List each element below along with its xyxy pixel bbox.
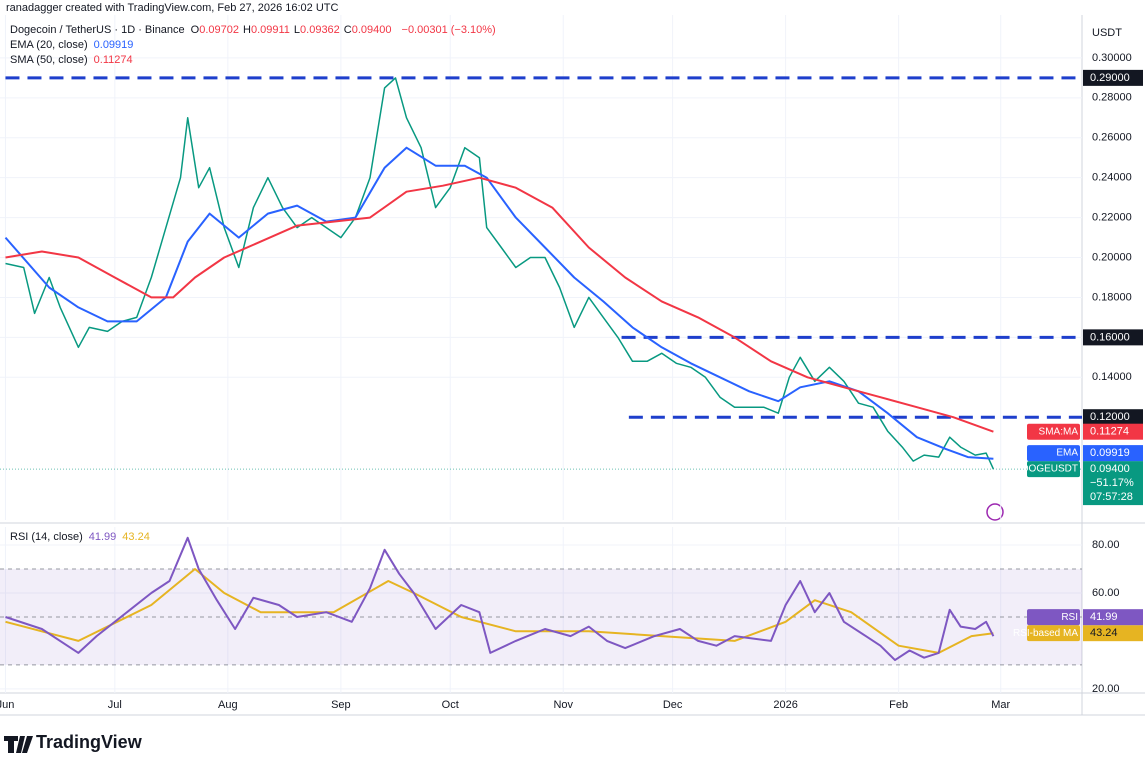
last-value-label: 0.09919 — [1090, 447, 1130, 459]
x-tick-label: Dec — [663, 699, 683, 711]
y-tick-label: 0.22000 — [1092, 212, 1132, 224]
x-tick-label: Sep — [331, 699, 351, 711]
brand-logo — [4, 736, 33, 753]
series-name: SMA:MA — [1039, 426, 1079, 437]
series-line — [5, 568, 994, 654]
level-label: 0.12000 — [1090, 411, 1130, 423]
series-name-box — [1027, 423, 1080, 440]
rsi-band — [0, 568, 1082, 665]
indicator-legend: EMA (20, close) 0.09919 SMA (50, close) 0.1… — [10, 39, 139, 69]
indicator-label: EMA (20, close) — [10, 39, 88, 51]
series-name: DOGEUSDT — [1021, 464, 1078, 475]
level-label-box — [1083, 329, 1143, 346]
level-label-box — [1083, 409, 1143, 426]
x-tick-label: Jul — [108, 699, 122, 711]
x-tick-label: Oct — [442, 699, 459, 711]
series-name: EMA — [1056, 448, 1078, 459]
y-tick-label: 0.24000 — [1092, 172, 1132, 184]
indicator-label: SMA (50, close) — [10, 54, 88, 66]
y-tick-label: 80.00 — [1092, 539, 1120, 551]
last-value-label: 0.09400 — [1090, 463, 1130, 475]
credit: ranadagger created with TradingView.com,… — [6, 2, 339, 14]
ohlc-value: 0.09362 — [300, 24, 340, 36]
indicator-value: 0.11274 — [93, 54, 133, 66]
y-tick-label: 20.00 — [1092, 683, 1120, 695]
x-tick-label: Mar — [991, 699, 1010, 711]
series-name-box — [1027, 445, 1080, 462]
last-value-box — [1083, 423, 1143, 440]
series-name-box — [1027, 609, 1080, 626]
ohlc-key: O — [190, 24, 200, 36]
unit-label: USDT — [1092, 27, 1122, 39]
y-tick-label: 0.18000 — [1092, 291, 1132, 303]
indicator-value: 0.09919 — [93, 39, 134, 51]
rsi-value: 41.99 — [88, 531, 117, 543]
last-value-box — [1083, 625, 1143, 642]
indicator-row: EMA (20, close) 0.09919 — [10, 39, 139, 51]
alert-icon[interactable] — [986, 503, 1004, 521]
y-tick-label: 0.20000 — [1092, 251, 1132, 263]
brand: TradingView — [36, 732, 142, 752]
series-line — [4, 146, 994, 460]
x-tick-label: Feb — [889, 699, 908, 711]
ohlc-key: C — [343, 24, 352, 36]
last-value-label: 41.99 — [1090, 611, 1118, 623]
last-value-label: 43.24 — [1090, 627, 1118, 639]
series-name: RSI — [1061, 612, 1078, 623]
series-line — [5, 536, 995, 662]
rsi-legend: RSI (14, close) 41.99 43.24 — [10, 531, 156, 543]
series-line — [5, 176, 994, 433]
y-tick-label: 0.30000 — [1092, 52, 1132, 64]
last-value-label: −51.17% — [1090, 477, 1134, 489]
rsi-title: RSI (14, close) — [10, 531, 83, 543]
y-tick-label: 0.26000 — [1092, 132, 1132, 144]
ohlc-value: 0.09911 — [250, 24, 290, 36]
change: −0.00301 (−3.10%) — [401, 24, 496, 36]
indicator-row: SMA (50, close) 0.11274 — [10, 54, 139, 66]
ohlc-key: H — [243, 24, 251, 36]
series-name-box — [1027, 461, 1080, 478]
y-tick-label: 0.14000 — [1092, 371, 1132, 383]
level-label: 0.16000 — [1090, 331, 1130, 343]
last-value-box — [1083, 609, 1143, 626]
last-value-label: 0.11274 — [1090, 426, 1129, 438]
series-name-box — [1027, 625, 1080, 642]
ohlc-value: 0.09702 — [199, 24, 239, 36]
price-legend: Dogecoin / TetherUS · 1D · Binance O0.097… — [10, 24, 502, 36]
y-tick-label: 0.28000 — [1092, 92, 1132, 104]
y-tick-label: 60.00 — [1092, 587, 1120, 599]
ohlc-key: L — [293, 24, 301, 36]
x-tick-label: Nov — [553, 699, 573, 711]
rsi-value: 43.24 — [122, 531, 150, 543]
series-line — [5, 77, 995, 470]
last-value-box — [1083, 445, 1143, 462]
level-label-box — [1083, 69, 1143, 86]
x-tick-label: Jun — [0, 699, 14, 711]
ohlc-value: 0.09400 — [351, 24, 392, 36]
ohlc: O0.09702 H0.09911 L0.09362 C0.09400 — [191, 24, 396, 36]
level-label: 0.29000 — [1090, 72, 1130, 84]
x-tick-label: Aug — [218, 699, 238, 711]
series-name: RSI-based MA — [1013, 628, 1078, 639]
last-value-label: 07:57:28 — [1090, 491, 1133, 503]
x-tick-label: 2026 — [773, 699, 797, 711]
symbol-title: Dogecoin / TetherUS · 1D · Binance — [10, 24, 185, 36]
last-value-box — [1083, 461, 1143, 506]
